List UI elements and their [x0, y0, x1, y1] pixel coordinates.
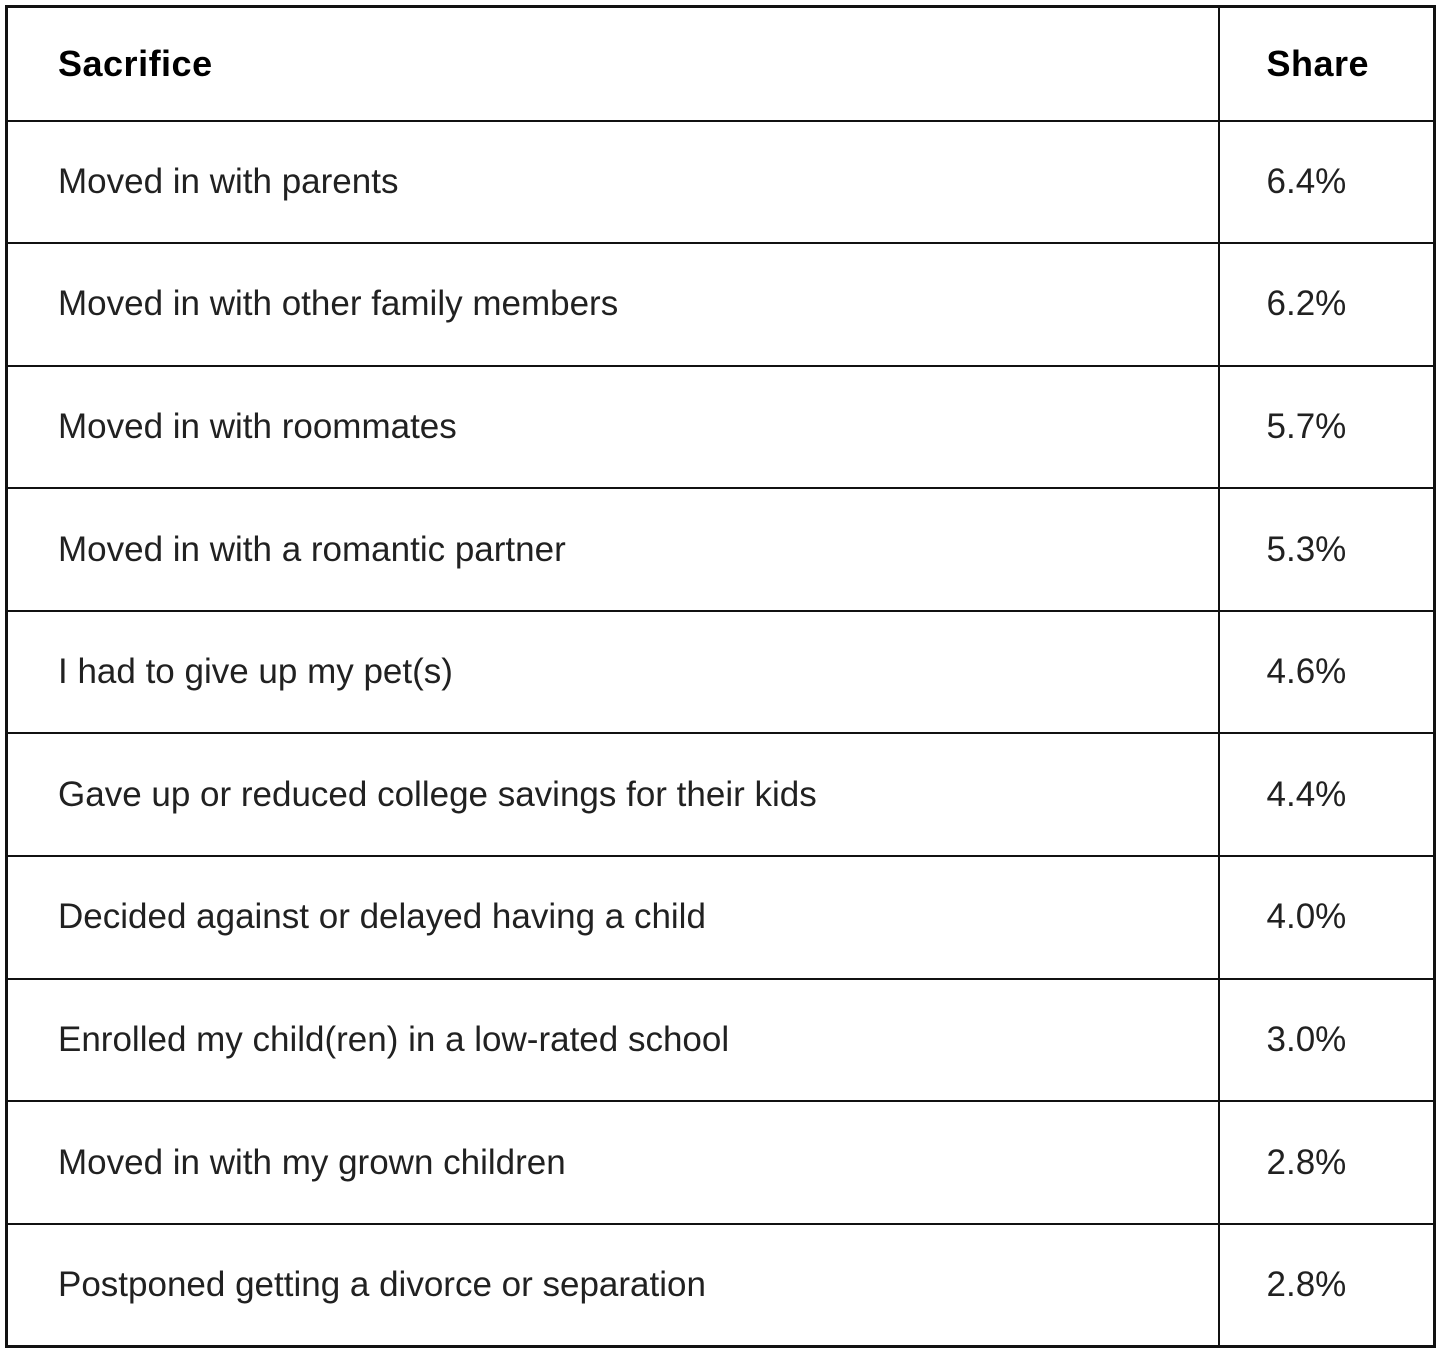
sacrifice-cell: Decided against or delayed having a chil… — [5, 855, 1220, 980]
share-cell: 4.6% — [1217, 609, 1436, 735]
sacrifice-cell: Moved in with roommates — [5, 364, 1220, 490]
sacrifice-cell: Gave up or reduced college savings for t… — [5, 732, 1220, 858]
sacrifice-cell: I had to give up my pet(s) — [5, 609, 1220, 735]
table-row: I had to give up my pet(s) 4.6% — [5, 609, 1436, 735]
share-cell: 2.8% — [1217, 1222, 1436, 1348]
sacrifice-cell: Moved in with parents — [5, 119, 1220, 245]
table-row: Postponed getting a divorce or separatio… — [5, 1222, 1436, 1348]
share-cell: 4.0% — [1217, 855, 1436, 980]
table-row: Gave up or reduced college savings for t… — [5, 732, 1436, 858]
table-row: Moved in with other family members 6.2% — [5, 242, 1436, 367]
table-header-row: Sacrifice Share — [5, 5, 1436, 122]
share-cell: 2.8% — [1217, 1100, 1436, 1225]
sacrifice-cell: Postponed getting a divorce or separatio… — [5, 1222, 1220, 1348]
sacrifice-cell: Moved in with other family members — [5, 242, 1220, 367]
sacrifice-share-table: Sacrifice Share Moved in with parents 6.… — [5, 5, 1436, 1348]
table-row: Moved in with roommates 5.7% — [5, 364, 1436, 490]
table-row: Moved in with my grown children 2.8% — [5, 1100, 1436, 1225]
table-row: Moved in with a romantic partner 5.3% — [5, 487, 1436, 612]
share-cell: 6.2% — [1217, 242, 1436, 367]
sacrifice-cell: Moved in with my grown children — [5, 1100, 1220, 1225]
table-row: Enrolled my child(ren) in a low-rated sc… — [5, 977, 1436, 1103]
share-cell: 4.4% — [1217, 732, 1436, 858]
table-row: Moved in with parents 6.4% — [5, 119, 1436, 245]
sacrifice-cell: Enrolled my child(ren) in a low-rated sc… — [5, 977, 1220, 1103]
column-header-share: Share — [1217, 5, 1436, 122]
column-header-sacrifice: Sacrifice — [5, 5, 1220, 122]
share-cell: 6.4% — [1217, 119, 1436, 245]
share-cell: 3.0% — [1217, 977, 1436, 1103]
sacrifice-cell: Moved in with a romantic partner — [5, 487, 1220, 612]
share-cell: 5.7% — [1217, 364, 1436, 490]
table-row: Decided against or delayed having a chil… — [5, 855, 1436, 980]
share-cell: 5.3% — [1217, 487, 1436, 612]
